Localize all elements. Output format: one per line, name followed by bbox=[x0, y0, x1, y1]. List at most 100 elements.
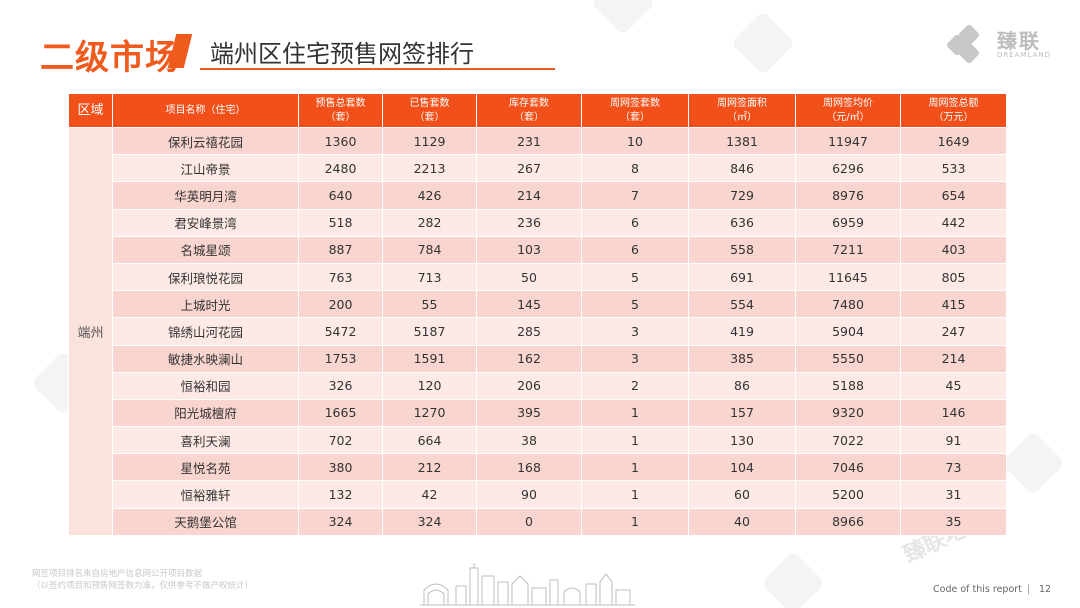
table-cell: 285 bbox=[476, 317, 582, 346]
section-title: 二级市场 bbox=[40, 38, 180, 78]
table-cell: 426 bbox=[382, 181, 477, 210]
footnote: 网签项目排名来自房地产信息网公开项目数据 （以签约项目和预售网签数为准，仅供参考… bbox=[32, 568, 253, 592]
brand-logo: 臻联 DREAMLAND bbox=[945, 23, 1065, 65]
table-cell: 132 bbox=[298, 480, 383, 509]
city-skyline-icon bbox=[420, 563, 635, 606]
watermark-shape bbox=[730, 10, 796, 76]
table-cell: 326 bbox=[298, 371, 383, 400]
table-cell: 73 bbox=[900, 453, 1007, 482]
watermark-shape bbox=[760, 550, 826, 608]
project-name-cell: 锦绣山河花园 bbox=[112, 317, 299, 346]
table-cell: 664 bbox=[382, 426, 477, 455]
table-row: 星悦名苑 380 212 168 1 104 7046 73 bbox=[69, 453, 1007, 482]
table-cell: 558 bbox=[688, 235, 796, 264]
project-name-cell: 阳光城檀府 bbox=[112, 398, 299, 428]
table-cell: 1591 bbox=[382, 344, 477, 373]
table-cell: 10 bbox=[581, 126, 689, 156]
table-cell: 214 bbox=[900, 344, 1007, 373]
project-name-cell: 恒裕和园 bbox=[112, 371, 299, 400]
table-cell: 395 bbox=[476, 398, 582, 428]
table-cell: 324 bbox=[298, 507, 383, 536]
table-cell: 5188 bbox=[795, 371, 901, 400]
table-cell: 38 bbox=[476, 426, 582, 455]
table-cell: 236 bbox=[476, 208, 582, 237]
table-cell: 120 bbox=[382, 371, 477, 400]
logo-mark-icon bbox=[945, 23, 989, 65]
project-name-cell: 星悦名苑 bbox=[112, 453, 299, 482]
header-region: 区域 bbox=[68, 93, 113, 128]
table-cell: 3 bbox=[581, 317, 689, 346]
table-cell: 145 bbox=[476, 290, 582, 319]
table-cell: 691 bbox=[688, 262, 796, 292]
table-header-row: 区域 项目名称（住宅） 预售总套数 （套） 已售套数 （套） 库存套数 （套） 周网签套数… bbox=[68, 93, 1007, 128]
table-cell: 324 bbox=[382, 507, 477, 536]
table-cell: 5904 bbox=[795, 317, 901, 346]
table-cell: 11645 bbox=[795, 262, 901, 292]
table-cell: 90 bbox=[476, 480, 582, 509]
table-row: 阳光城檀府 1665 1270 395 1 157 9320 146 bbox=[69, 398, 1007, 428]
table-cell: 419 bbox=[688, 317, 796, 346]
table-cell: 214 bbox=[476, 181, 582, 210]
table-cell: 1 bbox=[581, 480, 689, 509]
table-cell: 887 bbox=[298, 235, 383, 264]
table-cell: 200 bbox=[298, 290, 383, 319]
table-cell: 403 bbox=[900, 235, 1007, 264]
table-cell: 5472 bbox=[298, 317, 383, 346]
project-name-cell: 上城时光 bbox=[112, 290, 299, 319]
table-row: 华英明月湾 640 426 214 7 729 8976 654 bbox=[69, 181, 1007, 210]
table-cell: 2 bbox=[581, 371, 689, 400]
table-cell: 86 bbox=[688, 371, 796, 400]
table-row: 天鹅堡公馆 324 324 0 1 40 8966 35 bbox=[69, 507, 1007, 536]
table-cell: 206 bbox=[476, 371, 582, 400]
table-row: 恒裕和园 326 120 206 2 86 5188 45 bbox=[69, 371, 1007, 400]
logo-name-en: DREAMLAND bbox=[997, 51, 1051, 59]
table-cell: 1 bbox=[581, 426, 689, 455]
table-cell: 763 bbox=[298, 262, 383, 292]
table-cell: 1753 bbox=[298, 344, 383, 373]
column-header: 项目名称（住宅） bbox=[112, 93, 299, 128]
table-cell: 7022 bbox=[795, 426, 901, 455]
table-row: 名城星颂 887 784 103 6 558 7211 403 bbox=[69, 235, 1007, 264]
table-cell: 784 bbox=[382, 235, 477, 264]
column-header: 已售套数 （套） bbox=[382, 93, 477, 128]
table-cell: 103 bbox=[476, 235, 582, 264]
table-cell: 0 bbox=[476, 507, 582, 536]
table-cell: 385 bbox=[688, 344, 796, 373]
project-name-cell: 保利云禧花园 bbox=[112, 126, 299, 156]
table-cell: 6959 bbox=[795, 208, 901, 237]
ranking-table: 区域 项目名称（住宅） 预售总套数 （套） 已售套数 （套） 库存套数 （套） 周网签套数… bbox=[68, 93, 1007, 536]
column-header: 库存套数 （套） bbox=[476, 93, 582, 128]
table-cell: 7 bbox=[581, 181, 689, 210]
table-cell: 168 bbox=[476, 453, 582, 482]
table-cell: 640 bbox=[298, 181, 383, 210]
table-cell: 5187 bbox=[382, 317, 477, 346]
table-row: 江山帝景 2480 2213 267 8 846 6296 533 bbox=[69, 154, 1007, 183]
table-cell: 91 bbox=[900, 426, 1007, 455]
table-row: 上城时光 200 55 145 5 554 7480 415 bbox=[69, 290, 1007, 319]
table-cell: 415 bbox=[900, 290, 1007, 319]
table-row: 端州 保利云禧花园 1360 1129 231 10 1381 11947 1649 bbox=[68, 126, 1007, 536]
title-underline bbox=[200, 68, 555, 70]
footer-separator: | bbox=[1027, 584, 1031, 595]
table-cell: 380 bbox=[298, 453, 383, 482]
table-cell: 3 bbox=[581, 344, 689, 373]
table-cell: 55 bbox=[382, 290, 477, 319]
table-cell: 518 bbox=[298, 208, 383, 237]
table-cell: 7211 bbox=[795, 235, 901, 264]
table-cell: 533 bbox=[900, 154, 1007, 183]
table-cell: 713 bbox=[382, 262, 477, 292]
table-cell: 31 bbox=[900, 480, 1007, 509]
table-cell: 6 bbox=[581, 208, 689, 237]
table-cell: 157 bbox=[688, 398, 796, 428]
table-cell: 42 bbox=[382, 480, 477, 509]
table-cell: 5 bbox=[581, 262, 689, 292]
project-name-cell: 天鹅堡公馆 bbox=[112, 507, 299, 536]
project-name-cell: 喜利天澜 bbox=[112, 426, 299, 455]
project-name-cell: 恒裕雅轩 bbox=[112, 480, 299, 509]
logo-name-cn: 臻联 bbox=[997, 29, 1041, 53]
table-cell: 636 bbox=[688, 208, 796, 237]
table-cell: 212 bbox=[382, 453, 477, 482]
table-row: 恒裕雅轩 132 42 90 1 60 5200 31 bbox=[69, 480, 1007, 509]
table-cell: 5550 bbox=[795, 344, 901, 373]
column-header: 周网签套数 （套） bbox=[581, 93, 689, 128]
